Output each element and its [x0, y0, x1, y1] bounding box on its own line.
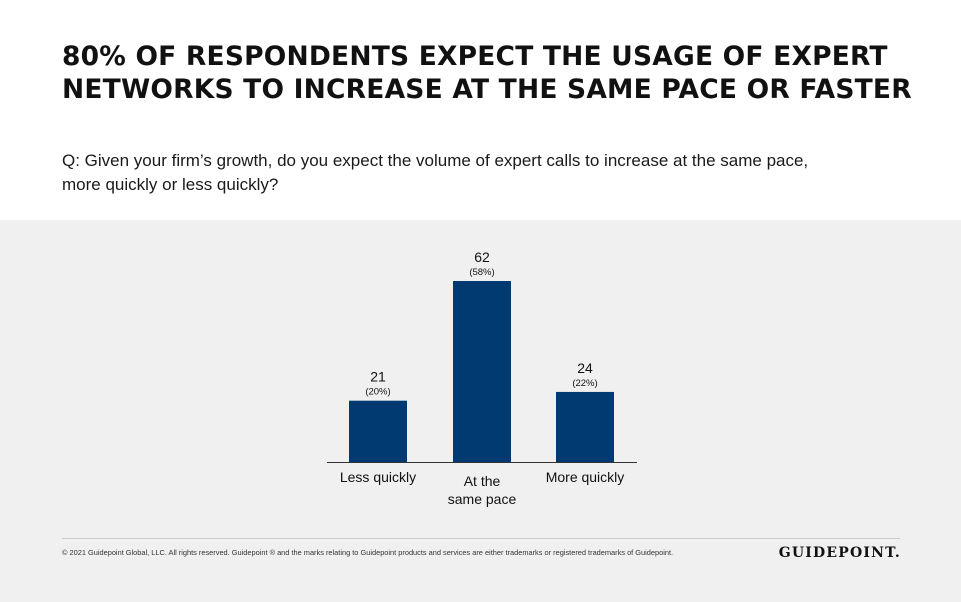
- category-label: At the: [464, 473, 501, 489]
- category-label: More quickly: [546, 469, 625, 485]
- chart-title-line-1: 80% OF RESPONDENTS EXPECT THE USAGE OF E…: [62, 41, 888, 72]
- bar: [349, 400, 407, 462]
- value-label: 21: [370, 369, 386, 385]
- percent-label: (58%): [469, 267, 494, 278]
- bar-chart: 21 (20%) Less quickly 62 (58%) At the same pac…: [327, 249, 637, 507]
- bar: [453, 281, 511, 462]
- category-label: same pace: [448, 491, 517, 507]
- category-label: Less quickly: [340, 469, 416, 485]
- survey-question-line-1: Q: Given your firm’s growth, do you expe…: [62, 151, 809, 170]
- footer-divider: [62, 538, 900, 539]
- percent-label: (20%): [365, 387, 390, 398]
- bar: [556, 391, 614, 462]
- percent-label: (22%): [572, 378, 597, 389]
- chart-panel: 21 (20%) Less quickly 62 (58%) At the same pac…: [0, 220, 961, 602]
- survey-question: Q: Given your firm’s growth, do you expe…: [62, 149, 922, 197]
- value-label: 24: [577, 360, 593, 376]
- chart-title: 80% OF RESPONDENTS EXPECT THE USAGE OF E…: [62, 40, 922, 106]
- survey-question-line-2: more quickly or less quickly?: [62, 175, 279, 194]
- guidepoint-logo: GUIDEPOINT.: [778, 545, 901, 561]
- chart-title-line-2: NETWORKS TO INCREASE AT THE SAME PACE OR…: [62, 74, 912, 105]
- value-label: 62: [474, 249, 490, 265]
- copyright-notice: © 2021 Guidepoint Global, LLC. All right…: [62, 548, 674, 557]
